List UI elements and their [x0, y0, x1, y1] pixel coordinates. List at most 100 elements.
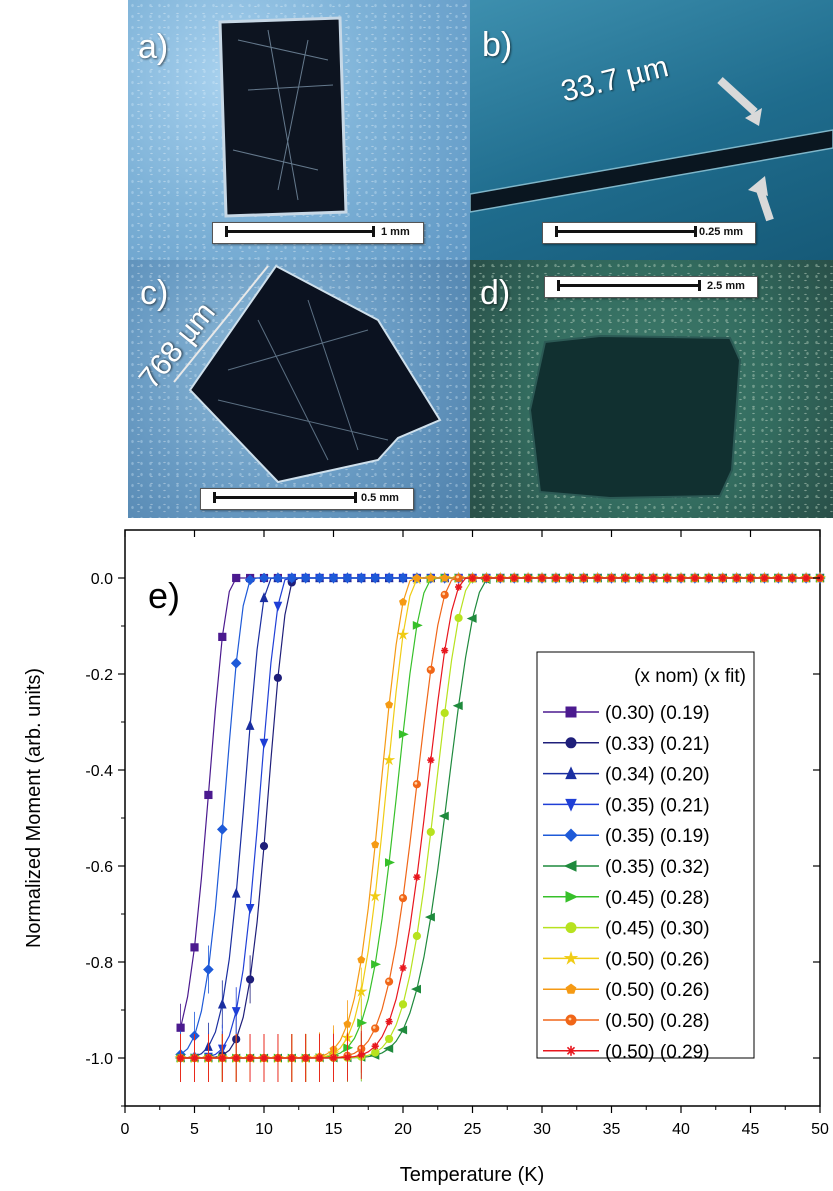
- data-point: [649, 574, 657, 582]
- scale-bar-label: 2.5 mm: [707, 280, 745, 292]
- data-point: [176, 1023, 185, 1032]
- data-point: [371, 1048, 380, 1057]
- data-point: [300, 572, 312, 584]
- data-point: [452, 701, 463, 711]
- data-point: [565, 766, 577, 780]
- data-point: [190, 1054, 199, 1062]
- panel-label-c: c): [140, 274, 169, 312]
- data-point: [565, 891, 579, 903]
- data-point: [355, 985, 368, 997]
- data-point: [468, 574, 477, 582]
- crystal-image-a: [218, 16, 348, 218]
- data-point: [273, 673, 282, 682]
- data-point: [259, 592, 269, 603]
- data-point: [343, 1019, 352, 1028]
- data-point: [621, 574, 629, 582]
- y-tick-label: -0.2: [85, 667, 113, 684]
- data-point: [258, 572, 270, 584]
- data-point: [594, 574, 602, 582]
- data-point: [385, 700, 394, 709]
- scale-bar-label: 0.5 mm: [361, 492, 399, 504]
- legend-label: (0.35) (0.19): [605, 826, 710, 847]
- data-point: [232, 573, 241, 583]
- data-point: [397, 572, 409, 584]
- data-point: [426, 573, 435, 582]
- legend-entry: (0.45) (0.30): [543, 919, 710, 940]
- x-tick-label: 15: [325, 1121, 343, 1138]
- data-point: [371, 840, 380, 849]
- data-point: [316, 1054, 324, 1062]
- x-tick-label: 10: [255, 1121, 273, 1138]
- y-tick-label: -1.0: [85, 1051, 113, 1068]
- data-point: [760, 574, 768, 582]
- legend-entry: (0.50) (0.26): [543, 980, 710, 1001]
- data-point: [719, 574, 727, 582]
- photo-panel-c: c) 768 µm 0.5 mm: [128, 260, 470, 518]
- data-point: [273, 601, 283, 612]
- photo-panel-b: b) 33.7 µm 0.25 mm: [470, 0, 833, 260]
- data-point: [441, 646, 449, 655]
- data-point: [314, 572, 325, 584]
- data-point: [177, 1054, 185, 1062]
- panel-label-d: d): [480, 274, 511, 312]
- legend-entry: (0.35) (0.19): [543, 826, 710, 847]
- scale-bar-label: 1 mm: [381, 226, 410, 238]
- legend-entry: (0.50) (0.26): [543, 949, 710, 970]
- scale-bar-line: [555, 226, 697, 237]
- data-point: [565, 737, 577, 749]
- data-point: [635, 574, 643, 582]
- legend-entry: (0.30) (0.19): [543, 703, 710, 724]
- data-point: [274, 1054, 282, 1062]
- legend-label: (0.33) (0.21): [605, 734, 710, 755]
- y-tick-label: -0.4: [85, 763, 113, 780]
- data-point: [563, 950, 579, 965]
- data-point: [466, 614, 477, 623]
- data-point: [412, 620, 423, 630]
- data-point: [231, 1007, 241, 1018]
- x-tick-label: 50: [811, 1121, 829, 1138]
- x-tick-label: 0: [121, 1121, 130, 1138]
- x-tick-label: 25: [464, 1121, 482, 1138]
- data-point: [272, 572, 284, 584]
- data-point: [204, 790, 213, 800]
- x-tick-label: 35: [603, 1121, 621, 1138]
- data-point: [286, 572, 298, 584]
- data-point: [424, 912, 435, 922]
- data-point: [438, 811, 449, 821]
- scale-bar-c: 0.5 mm: [200, 488, 414, 510]
- data-point: [371, 959, 382, 969]
- data-point: [398, 894, 408, 903]
- data-point: [231, 887, 241, 898]
- data-point: [565, 1014, 577, 1026]
- data-point: [259, 738, 269, 749]
- legend-label: (0.34) (0.20): [605, 765, 710, 786]
- data-point: [397, 1025, 408, 1035]
- scale-bar-line: [213, 492, 357, 503]
- x-tick-label: 40: [672, 1121, 690, 1138]
- data-point: [246, 975, 255, 984]
- data-point: [302, 1054, 310, 1062]
- data-point: [244, 574, 256, 586]
- legend-entry: (0.35) (0.21): [543, 795, 710, 816]
- data-point: [440, 590, 449, 599]
- data-point: [677, 574, 685, 582]
- data-point: [565, 798, 577, 812]
- data-point: [413, 873, 421, 881]
- data-point: [788, 574, 796, 582]
- scale-bar-d: 2.5 mm: [544, 276, 758, 298]
- data-point: [203, 964, 214, 975]
- magnetization-chart: 0 5 10 15 20 25 30 35 40 45 50 0.0 -0.2 -0.4 -0.6 -0.8 -…: [23, 529, 829, 1186]
- data-point: [385, 858, 395, 867]
- data-point: [691, 574, 699, 582]
- y-tick-label: 0.0: [91, 571, 113, 588]
- data-series: [177, 574, 824, 1082]
- data-point: [399, 597, 407, 606]
- data-point: [398, 1000, 408, 1009]
- scale-bar-a: 1 mm: [212, 222, 424, 244]
- legend-title: (x nom) (x fit): [634, 666, 746, 687]
- scale-bar-line: [225, 226, 375, 237]
- legend-label: (0.45) (0.28): [605, 888, 710, 909]
- data-point: [746, 574, 755, 582]
- data-point: [216, 824, 228, 835]
- legend-entry: (0.35) (0.32): [543, 857, 710, 878]
